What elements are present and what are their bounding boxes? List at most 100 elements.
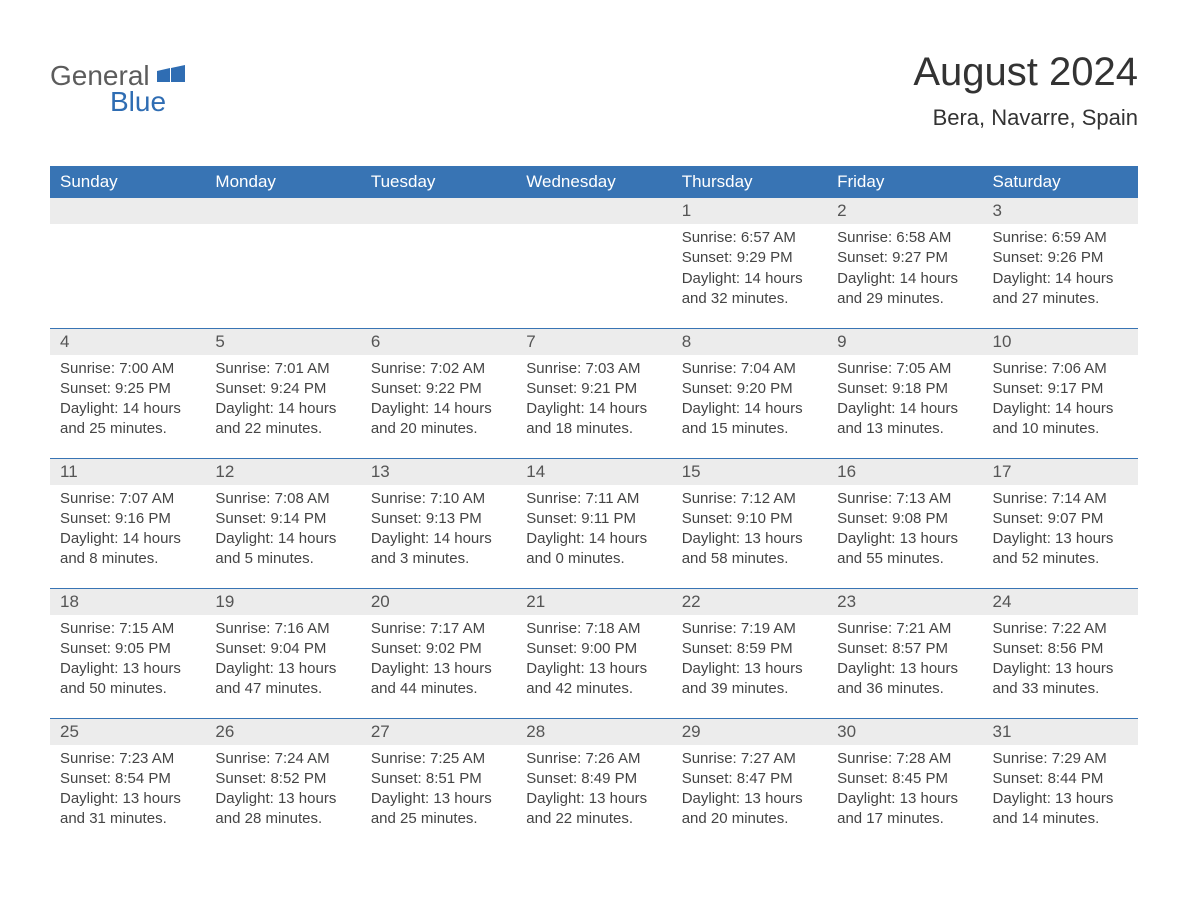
day-number: 31 [983,719,1138,745]
day-number: 13 [361,459,516,485]
page-subtitle: Bera, Navarre, Spain [913,105,1138,131]
day-number: 27 [361,719,516,745]
sunset-line: Sunset: 8:49 PM [526,769,661,789]
day-content: Sunrise: 7:03 AMSunset: 9:21 PMDaylight:… [526,359,661,440]
calendar-day-cell: 10Sunrise: 7:06 AMSunset: 9:17 PMDayligh… [983,328,1138,458]
day-number: 25 [50,719,205,745]
sunset-line: Sunset: 8:45 PM [837,769,972,789]
sunset-line: Sunset: 9:13 PM [371,509,506,529]
day-content: Sunrise: 7:19 AMSunset: 8:59 PMDaylight:… [682,619,817,700]
calendar-table: Sunday Monday Tuesday Wednesday Thursday… [50,166,1138,848]
header-wednesday: Wednesday [516,166,671,198]
day-content: Sunrise: 7:07 AMSunset: 9:16 PMDaylight:… [60,489,195,570]
sunset-line: Sunset: 9:26 PM [993,248,1128,268]
sunset-line: Sunset: 9:14 PM [215,509,350,529]
calendar-day-cell: 17 Sunrise: 7:14 AMSunset: 9:07 PMDayligh… [983,458,1138,588]
sunrise-line: Sunrise: 6:59 AM [993,228,1128,248]
day-content: Sunrise: 7:13 AMSunset: 9:08 PMDaylight:… [837,489,972,570]
sunrise-line: Sunrise: 7:11 AM [526,489,661,509]
calendar-day-cell: 16Sunrise: 7:13 AMSunset: 9:08 PMDayligh… [827,458,982,588]
sunrise-line: Sunrise: 7:19 AM [682,619,817,639]
calendar-day-cell: 5Sunrise: 7:01 AMSunset: 9:24 PMDaylight… [205,328,360,458]
calendar-week-row: 25Sunrise: 7:23 AMSunset: 8:54 PMDayligh… [50,718,1138,848]
header-saturday: Saturday [983,166,1138,198]
day-number: 19 [205,589,360,615]
day-content: Sunrise: 7:24 AMSunset: 8:52 PMDaylight:… [215,749,350,830]
calendar-day-cell: 7Sunrise: 7:03 AMSunset: 9:21 PMDaylight… [516,328,671,458]
day-content: Sunrise: 7:02 AMSunset: 9:22 PMDaylight:… [371,359,506,440]
sunrise-line: Sunrise: 7:28 AM [837,749,972,769]
sunset-line: Sunset: 9:24 PM [215,379,350,399]
day-number: 22 [672,589,827,615]
header-monday: Monday [205,166,360,198]
calendar-day-cell: 22 Sunrise: 7:19 AMSunset: 8:59 PMDayligh… [672,588,827,718]
day-number: 12 [205,459,360,485]
daylight-line: Daylight: 13 hours and 33 minutes. [993,659,1128,700]
calendar-day-cell: 3 Sunrise: 6:59 AMSunset: 9:26 PMDaylight… [983,198,1138,328]
daylight-line: Daylight: 14 hours and 27 minutes. [993,269,1128,310]
daylight-line: Daylight: 14 hours and 5 minutes. [215,529,350,570]
daylight-line: Daylight: 13 hours and 25 minutes. [371,789,506,830]
sunrise-line: Sunrise: 7:17 AM [371,619,506,639]
day-content: Sunrise: 7:10 AMSunset: 9:13 PMDaylight:… [371,489,506,570]
calendar-day-cell: 24Sunrise: 7:22 AMSunset: 8:56 PMDayligh… [983,588,1138,718]
calendar-day-cell: 12 Sunrise: 7:08 AMSunset: 9:14 PMDayligh… [205,458,360,588]
sunrise-line: Sunrise: 7:01 AM [215,359,350,379]
sunrise-line: Sunrise: 7:05 AM [837,359,972,379]
sunset-line: Sunset: 9:22 PM [371,379,506,399]
daylight-line: Daylight: 13 hours and 17 minutes. [837,789,972,830]
calendar-day-cell [205,198,360,328]
sunrise-line: Sunrise: 7:13 AM [837,489,972,509]
daylight-line: Daylight: 13 hours and 28 minutes. [215,789,350,830]
daylight-line: Daylight: 13 hours and 47 minutes. [215,659,350,700]
calendar-day-cell: 4Sunrise: 7:00 AMSunset: 9:25 PMDaylight… [50,328,205,458]
day-content: Sunrise: 6:59 AMSunset: 9:26 PMDaylight:… [993,228,1128,309]
day-content: Sunrise: 7:17 AMSunset: 9:02 PMDaylight:… [371,619,506,700]
sunrise-line: Sunrise: 7:02 AM [371,359,506,379]
daylight-line: Daylight: 13 hours and 50 minutes. [60,659,195,700]
calendar-day-cell: 13 Sunrise: 7:10 AMSunset: 9:13 PMDayligh… [361,458,516,588]
daylight-line: Daylight: 14 hours and 10 minutes. [993,399,1128,440]
sunrise-line: Sunrise: 7:00 AM [60,359,195,379]
empty-day-header [516,198,671,224]
day-number: 17 [983,459,1138,485]
sunset-line: Sunset: 9:07 PM [993,509,1128,529]
day-number: 21 [516,589,671,615]
day-number: 15 [672,459,827,485]
daylight-line: Daylight: 14 hours and 18 minutes. [526,399,661,440]
calendar-day-cell: 30Sunrise: 7:28 AMSunset: 8:45 PMDayligh… [827,718,982,848]
day-content: Sunrise: 6:58 AMSunset: 9:27 PMDaylight:… [837,228,972,309]
sunset-line: Sunset: 9:18 PM [837,379,972,399]
sunset-line: Sunset: 8:52 PM [215,769,350,789]
daylight-line: Daylight: 13 hours and 31 minutes. [60,789,195,830]
sunrise-line: Sunrise: 7:10 AM [371,489,506,509]
day-number: 2 [827,198,982,224]
day-content: Sunrise: 7:14 AMSunset: 9:07 PMDaylight:… [993,489,1128,570]
day-number: 26 [205,719,360,745]
day-content: Sunrise: 7:12 AMSunset: 9:10 PMDaylight:… [682,489,817,570]
page-title: August 2024 [913,50,1138,95]
sunrise-line: Sunrise: 7:07 AM [60,489,195,509]
daylight-line: Daylight: 13 hours and 55 minutes. [837,529,972,570]
day-content: Sunrise: 7:29 AMSunset: 8:44 PMDaylight:… [993,749,1128,830]
sunset-line: Sunset: 8:54 PM [60,769,195,789]
calendar-day-cell: 27 Sunrise: 7:25 AMSunset: 8:51 PMDayligh… [361,718,516,848]
sunset-line: Sunset: 9:08 PM [837,509,972,529]
day-number: 4 [50,329,205,355]
calendar-day-cell: 23Sunrise: 7:21 AMSunset: 8:57 PMDayligh… [827,588,982,718]
sunset-line: Sunset: 8:51 PM [371,769,506,789]
calendar-day-cell: 11Sunrise: 7:07 AMSunset: 9:16 PMDayligh… [50,458,205,588]
day-number: 3 [983,198,1138,224]
header-friday: Friday [827,166,982,198]
day-content: Sunrise: 6:57 AMSunset: 9:29 PMDaylight:… [682,228,817,309]
header-thursday: Thursday [672,166,827,198]
daylight-line: Daylight: 14 hours and 22 minutes. [215,399,350,440]
daylight-line: Daylight: 14 hours and 20 minutes. [371,399,506,440]
calendar-day-cell: 20Sunrise: 7:17 AMSunset: 9:02 PMDayligh… [361,588,516,718]
sunset-line: Sunset: 8:56 PM [993,639,1128,659]
day-content: Sunrise: 7:08 AMSunset: 9:14 PMDaylight:… [215,489,350,570]
sunrise-line: Sunrise: 7:16 AM [215,619,350,639]
day-content: Sunrise: 7:25 AMSunset: 8:51 PMDaylight:… [371,749,506,830]
sunrise-line: Sunrise: 7:06 AM [993,359,1128,379]
day-number: 1 [672,198,827,224]
